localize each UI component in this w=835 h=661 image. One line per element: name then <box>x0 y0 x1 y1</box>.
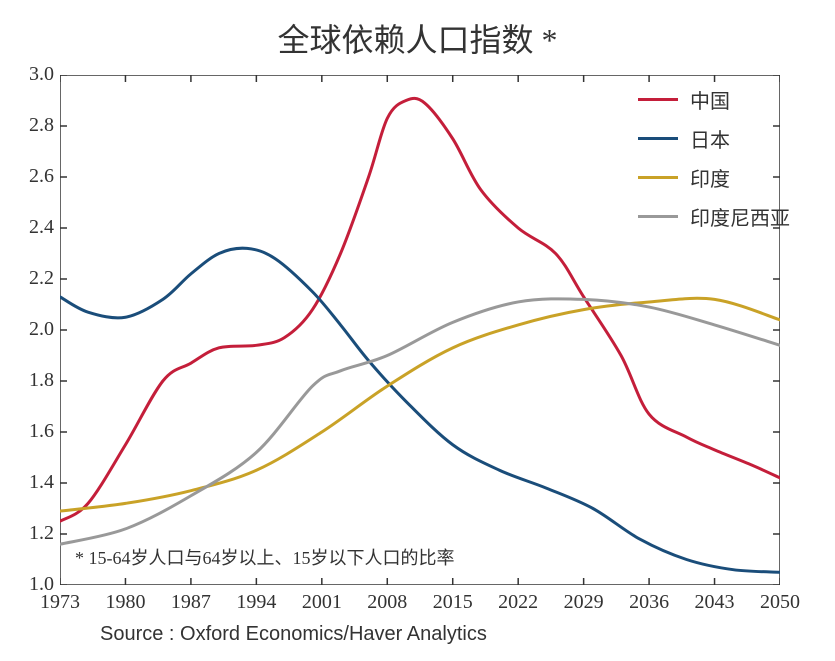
x-tick-label: 1973 <box>40 591 80 614</box>
legend-item-china: 中国 <box>638 85 790 114</box>
series-line <box>60 298 780 511</box>
y-tick-label: 1.6 <box>6 420 54 443</box>
x-tick-label: 2029 <box>564 591 604 614</box>
legend-item-indonesia: 印度尼西亚 <box>638 202 790 231</box>
legend-swatch <box>638 137 678 140</box>
y-tick-label: 2.6 <box>6 165 54 188</box>
y-tick-label: 1.8 <box>6 369 54 392</box>
x-tick-label: 2022 <box>498 591 538 614</box>
y-tick-label: 2.2 <box>6 267 54 290</box>
y-tick-label: 2.0 <box>6 318 54 341</box>
y-tick-label: 1.2 <box>6 522 54 545</box>
legend-label: 印度 <box>690 163 730 192</box>
x-tick-label: 2043 <box>695 591 735 614</box>
footnote: * 15-64岁人口与64岁以上、15岁以下人口的比率 <box>75 544 455 570</box>
legend-item-india: 印度 <box>638 163 790 192</box>
x-tick-label: 2036 <box>629 591 669 614</box>
legend-label: 日本 <box>690 124 730 153</box>
x-tick-label: 2050 <box>760 591 800 614</box>
x-tick-label: 1980 <box>105 591 145 614</box>
y-tick-label: 2.8 <box>6 114 54 137</box>
series-line <box>60 248 780 572</box>
legend-swatch <box>638 176 678 179</box>
y-tick-label: 1.4 <box>6 471 54 494</box>
y-tick-label: 3.0 <box>6 63 54 86</box>
x-tick-label: 1987 <box>171 591 211 614</box>
legend-item-japan: 日本 <box>638 124 790 153</box>
x-tick-label: 2008 <box>367 591 407 614</box>
series-line <box>60 299 780 544</box>
legend-swatch <box>638 98 678 101</box>
source-text: Source : Oxford Economics/Haver Analytic… <box>100 623 487 646</box>
x-tick-label: 2015 <box>433 591 473 614</box>
chart-title: 全球依赖人口指数 * <box>277 15 557 61</box>
x-tick-label: 1994 <box>236 591 276 614</box>
x-tick-label: 2001 <box>302 591 342 614</box>
legend: 中国 日本 印度 印度尼西亚 <box>638 85 790 241</box>
chart-container: 全球依赖人口指数 * 1.01.21.41.61.82.02.22.42.62.… <box>0 0 835 661</box>
y-tick-label: 2.4 <box>6 216 54 239</box>
legend-label: 印度尼西亚 <box>690 202 790 231</box>
legend-label: 中国 <box>690 85 730 114</box>
legend-swatch <box>638 215 678 218</box>
